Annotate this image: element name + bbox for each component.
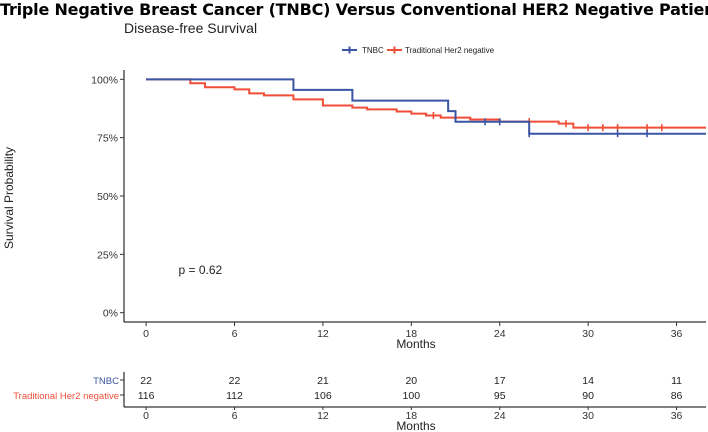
risk-count: 20 <box>405 375 417 387</box>
survival-curve-0 <box>146 78 706 135</box>
risk-count: 86 <box>671 390 683 402</box>
p-value-annotation: p = 0.62 <box>179 263 223 277</box>
risk-count: 14 <box>582 375 594 387</box>
risk-x-tick-label: 30 <box>582 410 594 422</box>
legend-label-1: Traditional Her2 negative <box>405 46 495 55</box>
risk-x-tick-label: 12 <box>317 410 329 422</box>
y-axis-label: Survival Probability <box>2 147 16 249</box>
risk-x-tick-label: 0 <box>143 410 149 422</box>
risk-x-tick-label: 6 <box>232 410 238 422</box>
x-axis-label: Months <box>396 337 435 351</box>
x-tick-label: 0 <box>143 328 149 340</box>
x-tick-label: 24 <box>494 328 506 340</box>
survival-curve-1 <box>146 78 706 129</box>
y-tick-label: 25% <box>97 249 118 261</box>
risk-count: 17 <box>494 375 506 387</box>
risk-count: 112 <box>226 390 243 402</box>
risk-count: 116 <box>138 390 155 402</box>
y-tick-label: 50% <box>97 191 118 203</box>
risk-count: 21 <box>317 375 329 387</box>
x-tick-label: 12 <box>317 328 329 340</box>
y-tick-label: 100% <box>91 74 118 86</box>
y-tick-label: 0% <box>103 308 118 320</box>
risk-count: 95 <box>494 390 506 402</box>
risk-count: 22 <box>140 375 152 387</box>
risk-count: 22 <box>229 375 241 387</box>
risk-row-label: TNBC <box>93 376 119 387</box>
page-title: Triple Negative Breast Cancer (TNBC) Ver… <box>0 0 708 19</box>
risk-count: 11 <box>671 375 682 387</box>
risk-x-tick-label: 24 <box>494 410 506 422</box>
risk-count: 100 <box>403 390 421 402</box>
risk-x-tick-label: 18 <box>405 410 417 422</box>
risk-count: 106 <box>314 390 332 402</box>
legend-label-0: TNBC <box>362 46 384 55</box>
x-tick-label: 18 <box>405 328 417 340</box>
risk-x-tick-label: 36 <box>671 410 683 422</box>
x-tick-label: 36 <box>671 328 683 340</box>
y-tick-label: 75% <box>97 133 118 145</box>
risk-row-label: Traditional Her2 negative <box>13 391 119 402</box>
risk-count: 90 <box>582 390 594 402</box>
x-tick-label: 6 <box>232 328 238 340</box>
x-tick-label: 30 <box>582 328 594 340</box>
risk-x-axis-label: Months <box>396 419 435 432</box>
chart-subtitle: Disease-free Survival <box>124 20 257 36</box>
